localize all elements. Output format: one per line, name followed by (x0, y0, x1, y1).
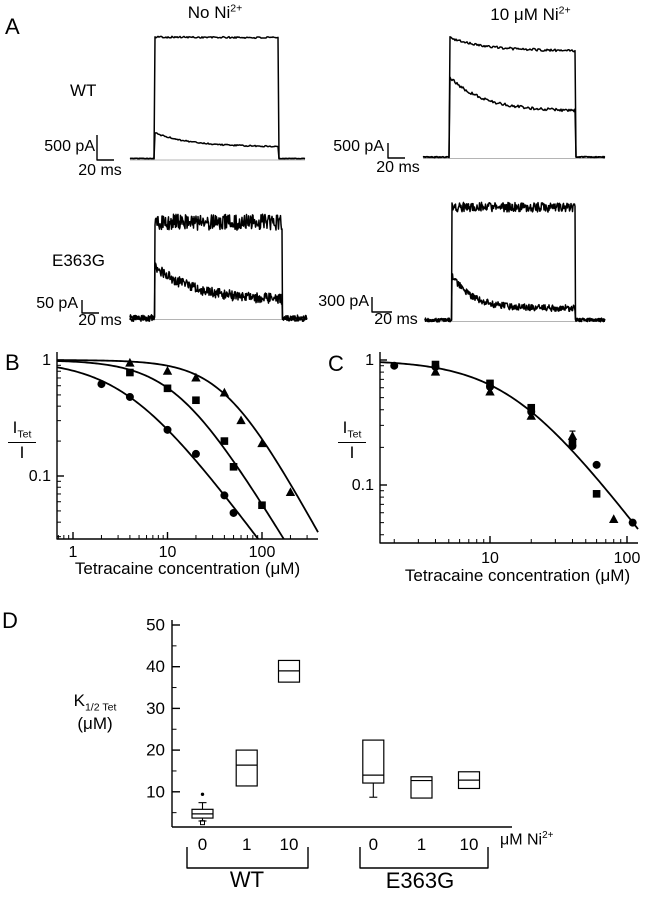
k-half-sub: 1/2 Tet (84, 701, 117, 714)
data-point-triangle (430, 366, 441, 376)
svg-text:50: 50 (146, 616, 165, 635)
data-point-triangle (526, 411, 536, 420)
itet-numerator-c: ITet (337, 419, 367, 444)
svg-text:20: 20 (146, 741, 165, 760)
svg-text:1: 1 (365, 352, 374, 369)
data-point-triangle (162, 366, 173, 375)
data-point-triangle (125, 357, 135, 367)
panel-a-label: A (5, 14, 20, 39)
data-point-circle (191, 449, 200, 458)
itet-denominator-c: I (349, 443, 355, 463)
scale-time-e363g-noni: 20 ms (78, 312, 122, 329)
data-point-circle (628, 518, 637, 527)
y-axis-label-b: ITet I (0, 419, 44, 462)
panel-b-chart: 1 10 100 1 0.1 (29, 352, 319, 561)
svg-text:1: 1 (242, 835, 251, 854)
scale-current-wt-noni: 500 pA (44, 138, 95, 155)
svg-text:40: 40 (146, 657, 165, 676)
data-point-triangle (257, 438, 267, 448)
group-label-e363g: E363G (385, 868, 455, 893)
svg-text:30: 30 (146, 699, 165, 718)
panel-d-chart: 10 20 30 40 50 0 1 10 0 1 10 (146, 616, 512, 869)
row-label-e363g: E363G (52, 251, 105, 270)
svg-text:0.1: 0.1 (29, 468, 51, 485)
svg-text:0: 0 (369, 835, 378, 854)
data-point-square (192, 396, 200, 405)
data-point-circle (125, 392, 134, 401)
y-axis-label-c: ITet I (330, 419, 374, 462)
data-point-square (431, 360, 440, 369)
outlier-square (200, 820, 205, 826)
panel-c-chart: 10 100 1 0.1 (352, 352, 641, 567)
scale-current-wt-10ni: 500 pA (333, 138, 384, 155)
svg-text:100: 100 (249, 544, 276, 561)
data-point-triangle (609, 514, 619, 523)
data-point-square (527, 403, 536, 412)
panel-a-traces (81, 35, 606, 323)
data-point-circle (97, 380, 106, 389)
box (410, 776, 433, 799)
svg-text:1: 1 (417, 835, 426, 854)
data-point-triangle (191, 372, 201, 382)
svg-text:0.1: 0.1 (352, 477, 374, 494)
svg-text:10: 10 (146, 782, 165, 801)
col-header-10um-ni: 10 μM Ni2+ (468, 4, 593, 24)
data-point-circle (592, 460, 601, 469)
data-point-circle (163, 425, 172, 434)
panel-b-label: B (5, 350, 20, 375)
svg-text:0: 0 (198, 835, 207, 854)
panel-c-label: C (328, 351, 344, 376)
scale-time-wt-10ni: 20 ms (376, 159, 420, 176)
k-half-unit: (μM) (77, 714, 113, 734)
scale-current-e363g-10ni: 300 pA (318, 293, 369, 310)
data-point-square (229, 463, 238, 471)
data-point-triangle (236, 415, 246, 425)
data-point-circle (220, 491, 229, 500)
group-label-wt: WT (229, 867, 265, 892)
k-half-base: K (73, 691, 85, 710)
svg-text:10: 10 (280, 835, 299, 854)
data-point-square (126, 368, 134, 377)
panel-d-label: D (2, 608, 18, 633)
col-header-no-ni-sup: 2+ (230, 2, 243, 15)
data-point-circle (229, 508, 238, 517)
col-header-10um-ni-sup: 2+ (558, 4, 571, 17)
outlier-dot (200, 792, 205, 797)
svg-text:1: 1 (69, 544, 78, 561)
data-point-square (592, 490, 601, 498)
data-point-square (258, 501, 266, 510)
col-header-no-ni-text: No Ni (187, 3, 231, 22)
scale-time-e363g-10ni: 20 ms (374, 311, 418, 328)
box (235, 749, 258, 787)
x-axis-unit-d: μM Ni2+ (500, 830, 554, 849)
data-point-square (163, 384, 172, 393)
svg-text:10: 10 (481, 550, 499, 567)
data-point-triangle (567, 431, 578, 440)
y-axis-label-d: K1/2 Tet (μM) (55, 691, 135, 733)
row-label-wt: WT (70, 81, 97, 100)
svg-text:10: 10 (460, 835, 479, 854)
data-point-triangle (219, 387, 230, 397)
data-point-square (486, 379, 494, 388)
itet-numerator-b: ITet (7, 419, 37, 444)
data-point-square (220, 437, 229, 445)
scale-current-e363g-noni: 50 pA (36, 295, 78, 312)
svg-text:100: 100 (614, 550, 641, 567)
col-header-10um-ni-text: 10 μM Ni (490, 5, 559, 24)
data-point-triangle (485, 386, 495, 396)
x-axis-label-c: Tetracaine concentration (μM) (404, 566, 631, 585)
svg-text:10: 10 (159, 544, 177, 561)
data-point-square (568, 438, 577, 446)
data-point-triangle (285, 487, 296, 497)
svg-text:1: 1 (42, 352, 51, 369)
x-axis-label-b: Tetracaine concentration (μM) (74, 559, 301, 578)
box (362, 739, 385, 784)
itet-denominator-b: I (19, 443, 25, 463)
scale-time-wt-noni: 20 ms (78, 162, 122, 179)
data-point-circle (390, 361, 399, 370)
col-header-no-ni: No Ni2+ (170, 2, 260, 22)
